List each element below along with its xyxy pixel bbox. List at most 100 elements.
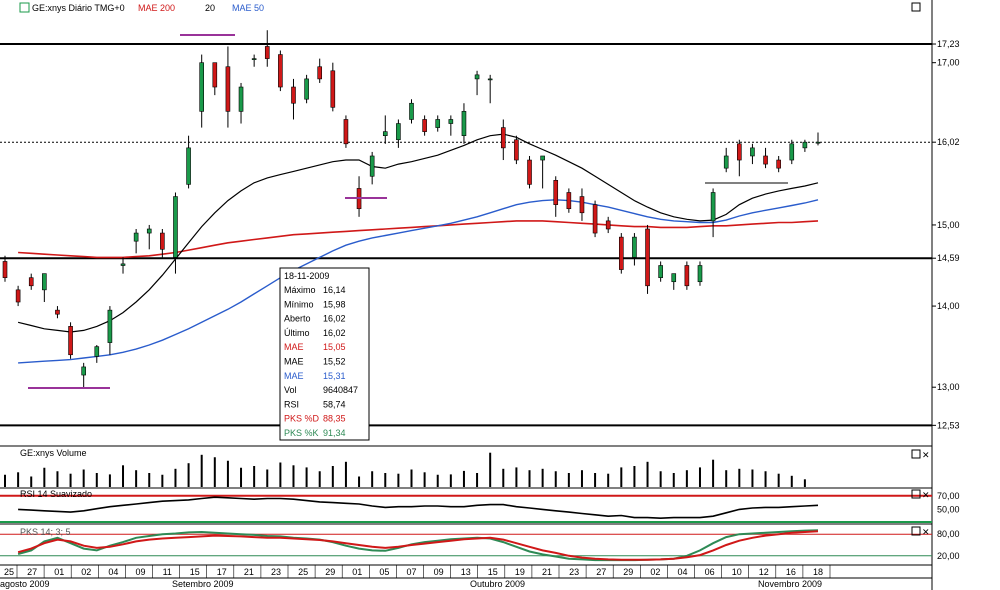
candle-body bbox=[120, 263, 126, 266]
x-day-label: 29 bbox=[623, 567, 633, 577]
candle-body bbox=[343, 119, 349, 145]
x-month-label: agosto 2009 bbox=[0, 579, 50, 589]
candle-body bbox=[291, 86, 296, 104]
candle-body bbox=[579, 196, 585, 214]
candle-body bbox=[212, 62, 218, 88]
x-month-label: Novembro 2009 bbox=[758, 579, 822, 589]
x-day-label: 10 bbox=[732, 567, 742, 577]
candle-body bbox=[251, 58, 257, 60]
candle-body bbox=[435, 119, 441, 128]
candle-body bbox=[684, 265, 690, 287]
symbol-label[interactable]: GE:xnys Diário TMG+0 bbox=[32, 3, 125, 13]
tooltip-row-value: 91,34 bbox=[323, 428, 346, 438]
mae200-label[interactable]: MAE 200 bbox=[138, 3, 175, 13]
candle-body bbox=[278, 54, 283, 88]
x-day-label: 01 bbox=[54, 567, 64, 577]
x-day-label: 06 bbox=[705, 567, 715, 577]
candle-body bbox=[632, 236, 637, 258]
candle-body bbox=[94, 346, 100, 357]
x-day-label: 13 bbox=[461, 567, 471, 577]
x-day-label: 21 bbox=[244, 567, 254, 577]
price-axis-label: 14,00 bbox=[937, 301, 960, 311]
x-day-label: 11 bbox=[163, 567, 172, 577]
x-day-label: 04 bbox=[108, 567, 118, 577]
tooltip-row-label: Aberto bbox=[284, 314, 311, 324]
x-day-label: 09 bbox=[434, 567, 444, 577]
candle-body bbox=[238, 86, 244, 112]
candle-body bbox=[723, 155, 729, 169]
tooltip-row-value: 16,14 bbox=[323, 285, 346, 295]
x-day-label: 02 bbox=[81, 567, 91, 577]
candle-body bbox=[737, 143, 742, 161]
candle-body bbox=[750, 147, 755, 157]
chart-icon bbox=[19, 2, 30, 13]
candle-body bbox=[527, 159, 532, 185]
candle-body bbox=[146, 228, 152, 234]
volume-panel-controls: ✕ bbox=[911, 449, 930, 460]
volume-maximize-icon[interactable] bbox=[911, 449, 921, 459]
pks-close-icon[interactable]: ✕ bbox=[922, 527, 930, 537]
tooltip-row-value: 58,74 bbox=[323, 399, 346, 409]
candle-body bbox=[225, 66, 231, 112]
tooltip-row-label: Mínimo bbox=[284, 299, 314, 309]
candle-body bbox=[553, 180, 559, 205]
tooltip-row-label: Máximo bbox=[284, 285, 316, 295]
price-axis-label: 14,59 bbox=[937, 253, 960, 263]
price-axis-label: 17,00 bbox=[937, 58, 960, 68]
x-day-label: 02 bbox=[650, 567, 660, 577]
x-day-label: 18 bbox=[813, 567, 823, 577]
candle-body bbox=[448, 119, 454, 124]
tooltip-row-value: 16,02 bbox=[323, 328, 346, 338]
tooltip-row-value: 15,98 bbox=[323, 299, 346, 309]
volume-close-icon[interactable]: ✕ bbox=[922, 450, 930, 460]
maximize-icon[interactable] bbox=[911, 2, 921, 12]
rsi-close-icon[interactable]: ✕ bbox=[922, 490, 930, 500]
candle-body bbox=[697, 265, 703, 283]
candle-body bbox=[710, 192, 716, 222]
candle-body bbox=[514, 139, 519, 161]
data-tooltip: 18-11-2009 Máximo 16,14 Mínimo 15,98 Aberto 1… bbox=[279, 267, 370, 441]
candle-body bbox=[815, 141, 821, 144]
price-axis: 17,23 17,00 16,02 15,00 14,59 14,00 13,00 12,53 bbox=[932, 39, 960, 430]
price-panel bbox=[0, 30, 932, 427]
rsi-panel: 70,00 50,00 bbox=[0, 491, 960, 523]
tooltip-row-value: 15,52 bbox=[323, 357, 346, 367]
rsi-maximize-icon[interactable] bbox=[911, 489, 921, 499]
panel-frames bbox=[0, 0, 933, 590]
pks-k-line bbox=[17, 529, 819, 562]
tooltip-row-label: PKS %D bbox=[284, 414, 320, 424]
pks-d-line bbox=[17, 530, 819, 561]
tooltip-row-label: MAE bbox=[284, 342, 304, 352]
x-day-label: 15 bbox=[488, 567, 498, 577]
candle-body bbox=[396, 123, 401, 141]
x-day-label: 04 bbox=[678, 567, 688, 577]
candle-body bbox=[68, 326, 73, 356]
tooltip-row-label: Último bbox=[284, 328, 310, 338]
pks-panel-controls: ✕ bbox=[911, 526, 930, 537]
candle-body bbox=[2, 261, 8, 278]
candle-body bbox=[474, 74, 480, 80]
x-day-label: 23 bbox=[569, 567, 579, 577]
x-day-label: 27 bbox=[27, 567, 37, 577]
price-axis-label: 13,00 bbox=[937, 382, 960, 392]
x-day-label: 27 bbox=[596, 567, 606, 577]
candle-body bbox=[802, 141, 808, 149]
mae20-label[interactable]: 20 bbox=[205, 3, 215, 13]
tooltip-row-value: 9640847 bbox=[323, 385, 358, 395]
x-day-label: 12 bbox=[759, 567, 769, 577]
pks-maximize-icon[interactable] bbox=[911, 526, 921, 536]
candle-body bbox=[763, 155, 768, 165]
x-day-label: 16 bbox=[786, 567, 796, 577]
candle-body bbox=[566, 192, 572, 210]
price-axis-label: 12,53 bbox=[937, 420, 960, 430]
volume-panel-title: GE:xnys Volume bbox=[20, 448, 87, 458]
candle-body bbox=[619, 236, 624, 270]
mae50-label[interactable]: MAE 50 bbox=[232, 3, 264, 13]
candle-body bbox=[461, 111, 467, 136]
x-month-label: Setembro 2009 bbox=[172, 579, 234, 589]
x-day-label: 01 bbox=[352, 567, 362, 577]
x-month-label: Outubro 2009 bbox=[470, 579, 525, 589]
candle-body bbox=[382, 131, 388, 136]
price-axis-label: 15,00 bbox=[937, 220, 960, 230]
rsi-axis-label: 70,00 bbox=[937, 491, 960, 501]
